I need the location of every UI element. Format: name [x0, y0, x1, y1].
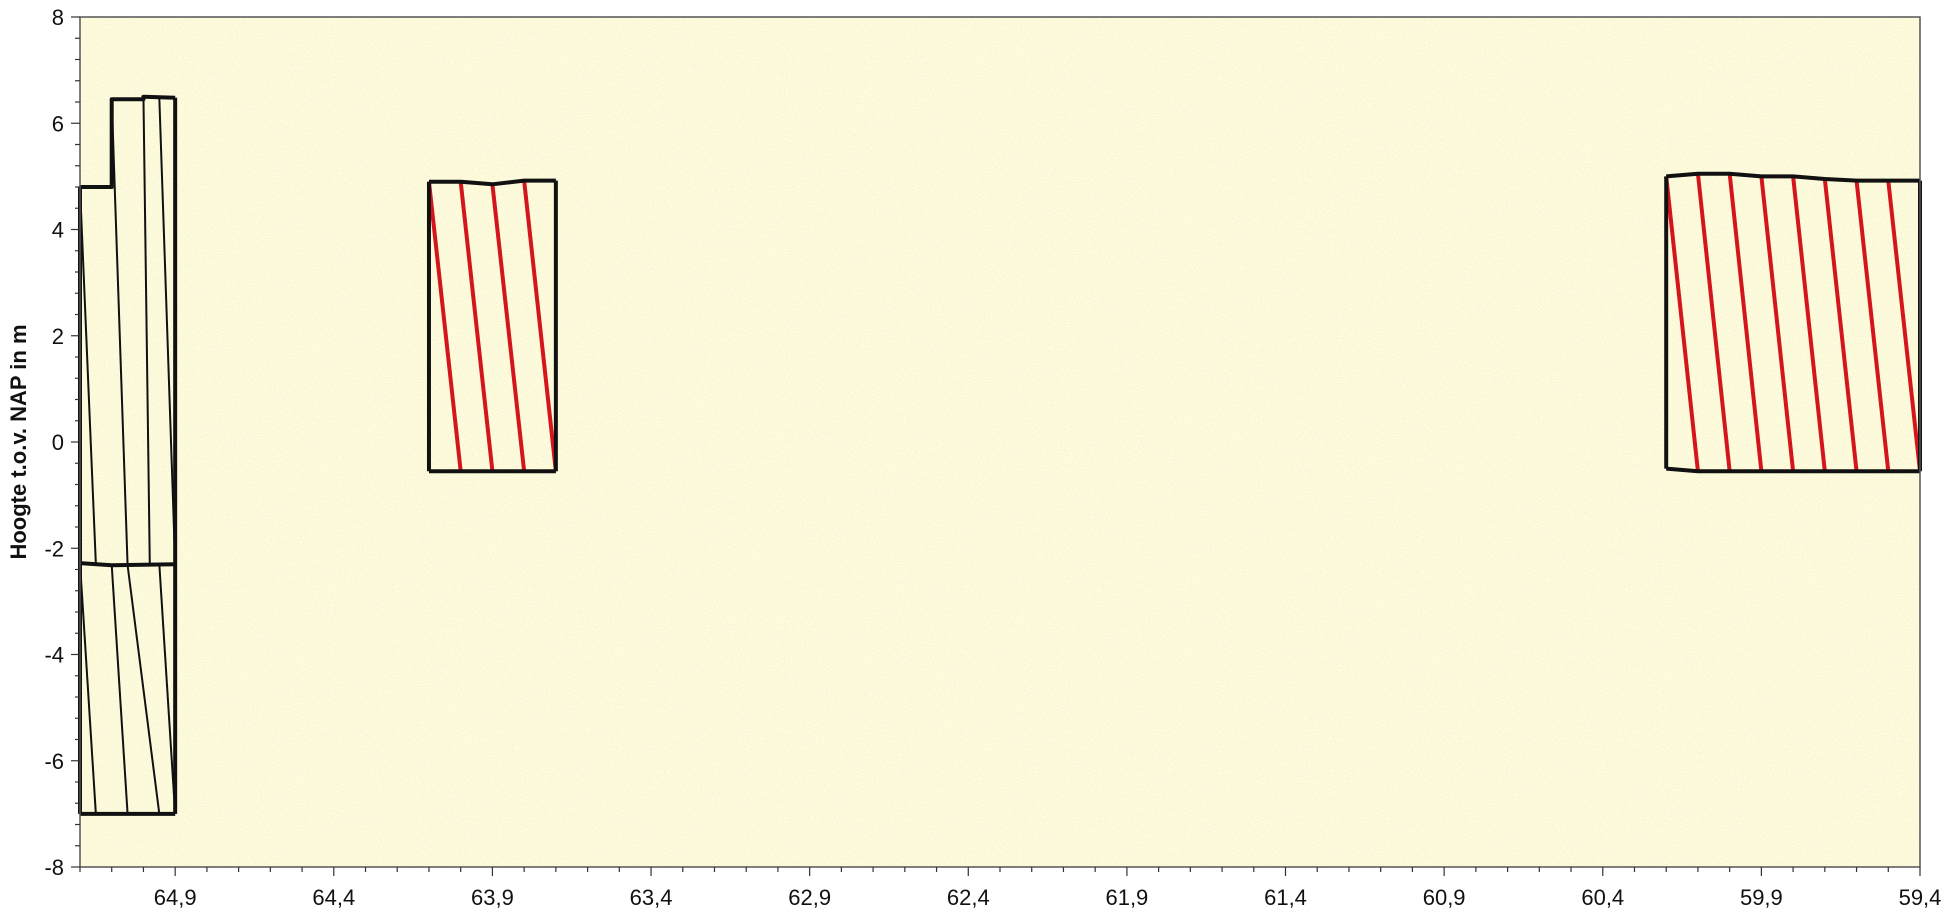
y-tick-label: -6: [44, 749, 64, 774]
hatch-line: [1791, 176, 1827, 472]
hatch-line: [126, 565, 161, 815]
hatch-line: [158, 97, 177, 565]
hatch-line: [79, 186, 97, 565]
hatch-line: [1727, 173, 1764, 472]
hatch-line: [1854, 180, 1891, 472]
hatch-line: [142, 96, 151, 565]
x-tick-label: 62,9: [788, 885, 831, 910]
x-tick-label: 60,4: [1581, 885, 1624, 910]
hatch-line: [1664, 176, 1700, 472]
x-tick-label: 60,9: [1423, 885, 1466, 910]
x-tick-label: 63,4: [630, 885, 673, 910]
tick-labels: 64,9 64,4 63,9 63,4 62,9 62,4 61,9 61,4 60,9 60,4…: [44, 5, 1941, 910]
outline-top: [1666, 171, 1920, 183]
y-tick-label: -8: [44, 855, 64, 880]
y-tick-label: 4: [52, 218, 64, 243]
x-tick-label: 61,9: [1105, 885, 1148, 910]
hatch-line: [522, 180, 558, 472]
y-tick-label: -2: [44, 536, 64, 561]
hatch-line: [1695, 173, 1732, 472]
hatch-line: [79, 563, 97, 814]
plot-background: [80, 17, 1920, 867]
y-tick-label: 6: [52, 111, 64, 136]
x-tick-label: 63,9: [471, 885, 514, 910]
hatch-line: [458, 181, 495, 472]
hatch-line: [1886, 180, 1922, 472]
axes: [71, 16, 1921, 876]
y-axis-label: Hoogte t.o.v. NAP in m: [6, 324, 31, 559]
y-tick-label: -4: [44, 643, 64, 668]
hatch-line: [158, 564, 177, 814]
outline-bottom: [1666, 466, 1920, 474]
x-tick-label: 62,4: [947, 885, 990, 910]
y-tick-label: 0: [52, 430, 64, 455]
outline-divider: [79, 561, 176, 568]
hatch-line: [110, 99, 129, 566]
x-tick-label: 59,9: [1740, 885, 1783, 910]
hatch-line: [110, 565, 129, 814]
x-tick-label: 64,9: [154, 885, 197, 910]
x-tick-label: 64,4: [312, 885, 355, 910]
outline-top: [80, 94, 176, 189]
hatch-line: [426, 181, 463, 472]
y-tick-label: 8: [52, 5, 64, 30]
hatch-line: [1759, 176, 1796, 472]
outline-top: [429, 178, 556, 187]
hatch-line: [490, 184, 527, 472]
x-tick-label: 61,4: [1264, 885, 1307, 910]
y-tick-label: 2: [52, 324, 64, 349]
hatch-line: [1822, 178, 1859, 472]
x-tick-label: 59,4: [1899, 885, 1942, 910]
profile-2: [426, 178, 558, 474]
paper-texture: [80, 17, 1920, 867]
